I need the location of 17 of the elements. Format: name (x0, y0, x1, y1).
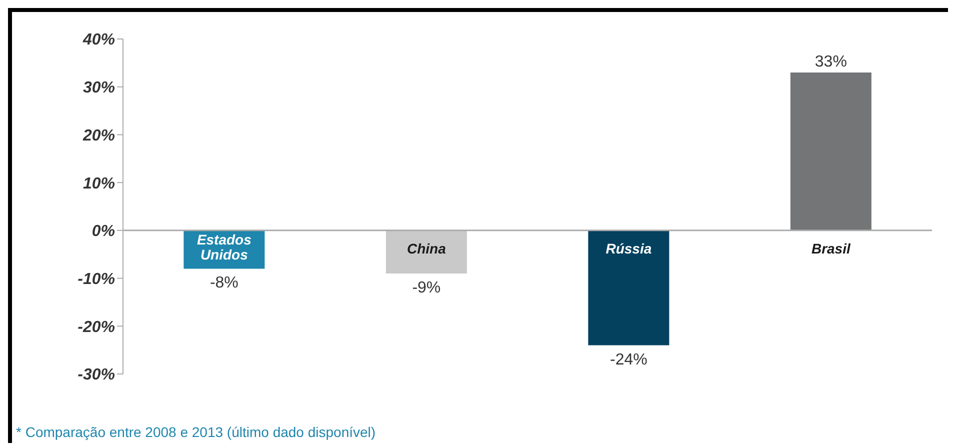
data-label: -8% (210, 274, 238, 292)
x-tick-label: Rússia (606, 240, 652, 256)
x-tick-label: Brasil (811, 240, 852, 256)
data-label: -9% (412, 280, 441, 296)
y-tick-label: 30% (82, 80, 115, 97)
y-tick-label: 40% (82, 32, 115, 49)
data-label: 33% (814, 54, 847, 70)
data-label: -24% (610, 351, 648, 368)
y-tick-label: 0% (92, 223, 115, 240)
y-tick-label: -30% (78, 366, 115, 384)
text: * Comparação entre 2008 e 2013 (último dado disponível) (16, 424, 377, 440)
y-tick-label: -10% (78, 270, 115, 288)
y-tick-label: 10% (82, 175, 115, 192)
y-tick-label: 20% (82, 127, 115, 144)
x-tick-label: Estados Unidos (196, 231, 252, 262)
x-tick-label: China (406, 240, 446, 256)
y-tick-label: -20% (78, 318, 115, 336)
